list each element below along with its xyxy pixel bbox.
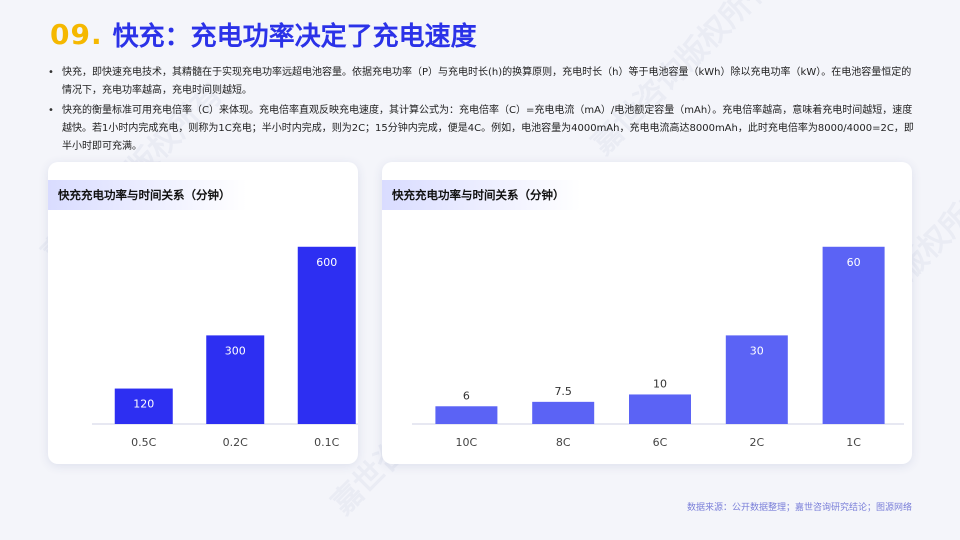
bar [532, 401, 595, 424]
bullet-item: 快充，即快速充电技术，其精髓在于实现充电功率远超电池容量。依据充电功率（P）与充… [46, 64, 916, 100]
data-label: 300 [225, 344, 246, 357]
data-label: 30 [750, 344, 764, 357]
bar [822, 246, 885, 424]
title-text: 快充：充电功率决定了充电速度 [112, 21, 477, 52]
x-tick-label: 0.2C [223, 436, 248, 449]
chart-right-svg: 6 10C 7.5 8C 10 6C 30 2C 60 1C [412, 246, 904, 449]
source-note: 数据来源：公开数据整理；嘉世咨询研究结论；图源网络 [686, 503, 912, 513]
chart-card-left: 120 0.5C 300 0.2C 600 0.1C 快充充电功率与时间关系（分钟） [48, 162, 358, 464]
data-label: 10 [653, 377, 667, 390]
bullet-item: 快充的衡量标准可用充电倍率（C）来体现。充电倍率直观反映充电速度，其计算公式为：… [46, 102, 916, 156]
chart-left-svg: 120 0.5C 300 0.2C 600 0.1C [92, 246, 358, 449]
x-tick-label: 1C [846, 436, 861, 449]
x-tick-label: 8C [556, 436, 571, 449]
bar [725, 335, 788, 424]
chart-card-right: 6 10C 7.5 8C 10 6C 30 2C 60 1C 快充充电功率与时间关系（分钟） [382, 162, 912, 464]
x-tick-label: 6C [653, 436, 668, 449]
bar [435, 406, 498, 424]
data-label: 600 [316, 256, 337, 269]
data-label: 60 [847, 256, 861, 269]
x-tick-label: 2C [749, 436, 764, 449]
data-label: 6 [463, 389, 470, 402]
x-tick-label: 0.5C [131, 436, 156, 449]
data-label: 7.5 [554, 385, 572, 398]
section-number: 09. [50, 17, 103, 51]
data-label: 120 [133, 398, 154, 411]
bullet-list: 快充，即快速充电技术，其精髓在于实现充电功率远超电池容量。依据充电功率（P）与充… [46, 64, 916, 158]
bar [206, 335, 265, 424]
x-tick-label: 0.1C [314, 436, 339, 449]
chart-right-title: 快充充电功率与时间关系（分钟） [382, 180, 581, 210]
x-tick-label: 10C [456, 436, 478, 449]
chart-left-title: 快充充电功率与时间关系（分钟） [48, 180, 247, 210]
bar [629, 394, 691, 424]
page-title: 09. 快充：充电功率决定了充电速度 [50, 14, 477, 54]
bar [297, 246, 356, 424]
bar [114, 388, 173, 424]
